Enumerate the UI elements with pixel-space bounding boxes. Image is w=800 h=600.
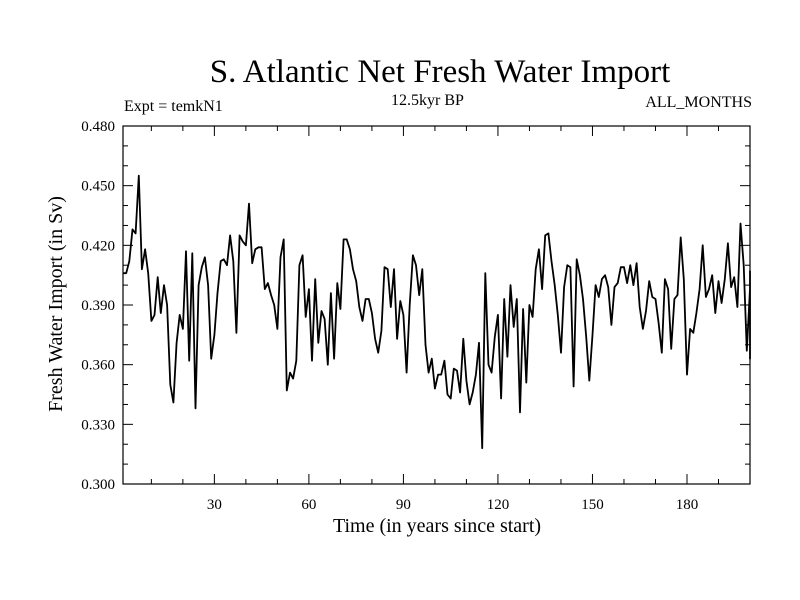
tick-labels: 0.300 0.330 0.360 0.390 0.420 0.450 0.480 30 60 9… — [81, 119, 698, 513]
y-tick-label: 0.360 — [81, 358, 115, 374]
chart-title: S. Atlantic Net Fresh Water Import — [209, 54, 671, 90]
series-line — [123, 174, 751, 450]
x-tick-label: 90 — [396, 497, 411, 513]
period-label: 12.5kyr BP — [391, 92, 464, 109]
x-tick-label: 150 — [581, 497, 604, 513]
x-axis-label: Time (in years since start) — [333, 515, 541, 537]
axis-ticks — [123, 125, 750, 485]
x-tick-label: 120 — [487, 497, 510, 513]
y-axis-label: Fresh Water Import (in Sv) — [45, 196, 67, 412]
y-tick-label: 0.300 — [81, 477, 115, 493]
y-tick-label: 0.330 — [81, 417, 115, 433]
experiment-label: Expt = temkN1 — [124, 98, 223, 115]
y-tick-label: 0.390 — [81, 298, 115, 314]
months-label: ALL_MONTHS — [645, 94, 752, 111]
y-tick-label: 0.480 — [81, 119, 115, 135]
x-tick-label: 60 — [301, 497, 316, 513]
y-tick-label: 0.450 — [81, 179, 115, 195]
y-tick-label: 0.420 — [81, 238, 115, 254]
x-tick-label: 180 — [676, 497, 699, 513]
x-tick-label: 30 — [207, 497, 222, 513]
